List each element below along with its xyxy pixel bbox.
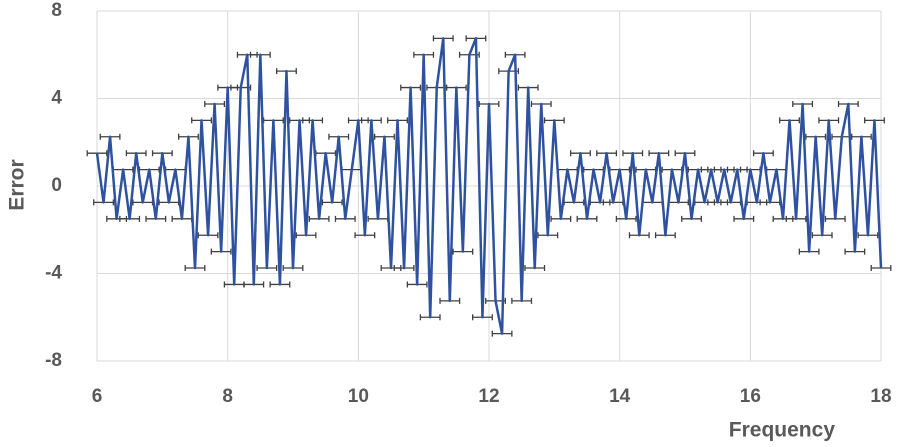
y-tick-label: 4: [51, 88, 62, 109]
data-line: [95, 37, 883, 335]
x-tick-label: 18: [870, 386, 891, 407]
x-tick-label: 12: [478, 386, 499, 407]
x-axis-label: Frequency: [729, 419, 836, 442]
x-tick-label: 8: [222, 386, 233, 407]
y-tick-label: 0: [51, 175, 62, 196]
x-tick-label: 6: [92, 386, 103, 407]
x-tick-label: 16: [740, 386, 761, 407]
y-tick-label: -8: [45, 350, 62, 371]
y-tick-label: 8: [51, 0, 62, 21]
x-tick-label: 10: [348, 386, 369, 407]
y-tick-label: -4: [45, 263, 62, 284]
x-tick-label: 14: [609, 386, 631, 407]
y-axis-label: Error: [6, 159, 29, 210]
